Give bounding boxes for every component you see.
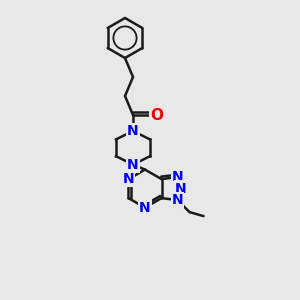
- Text: N: N: [123, 172, 134, 186]
- Text: N: N: [127, 158, 139, 172]
- Text: N: N: [175, 182, 187, 196]
- Text: O: O: [151, 107, 164, 122]
- Text: N: N: [172, 193, 183, 207]
- Text: N: N: [127, 124, 139, 138]
- Text: N: N: [139, 201, 151, 214]
- Text: N: N: [172, 170, 183, 184]
